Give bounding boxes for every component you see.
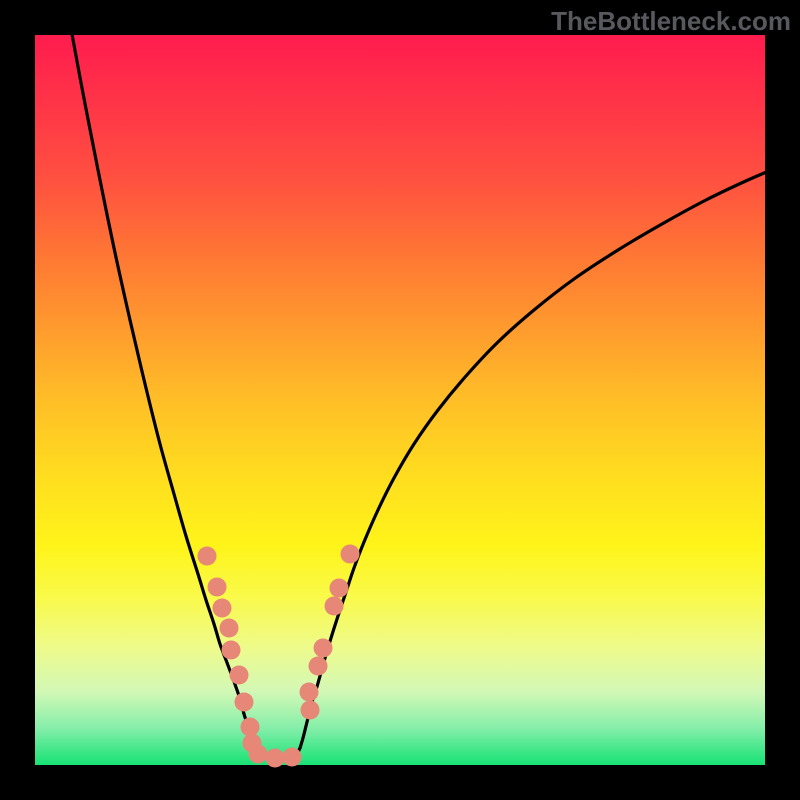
chart-stage: TheBottleneck.com (0, 0, 800, 800)
watermark-text: TheBottleneck.com (551, 6, 791, 37)
plot-area (35, 35, 765, 765)
